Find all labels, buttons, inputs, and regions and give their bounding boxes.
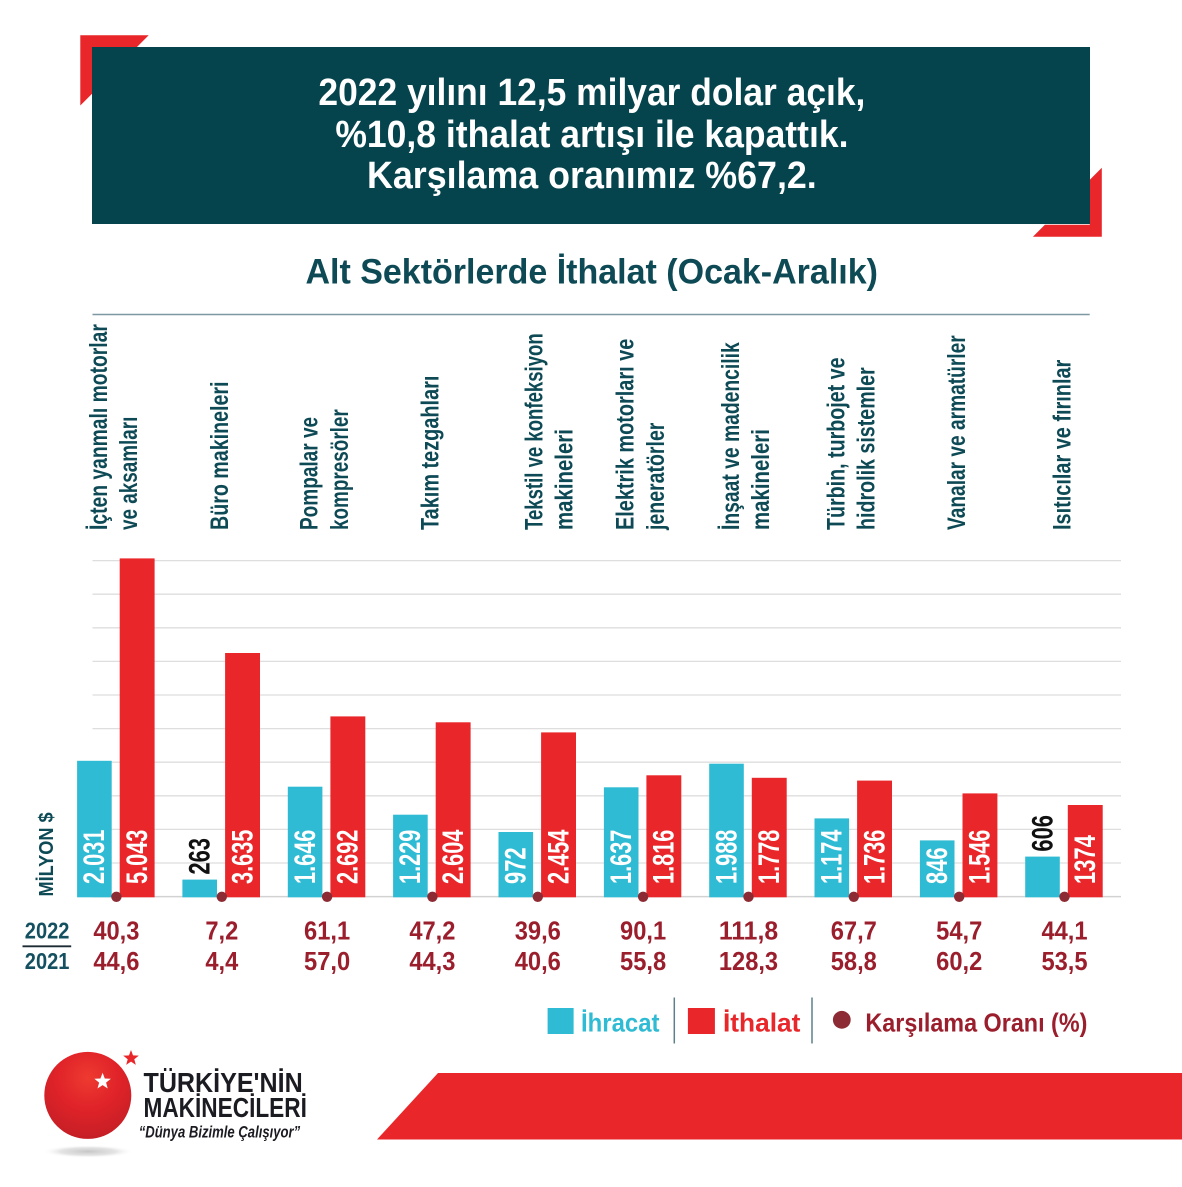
svg-text:2022 yılını 12,5 milyar dolar: 2022 yılını 12,5 milyar dolar açık,: [318, 71, 865, 114]
svg-text:1.816: 1.816: [648, 830, 681, 884]
svg-text:972: 972: [500, 847, 533, 884]
svg-text:1.778: 1.778: [753, 830, 786, 884]
svg-text:İthalat: İthalat: [723, 1008, 801, 1038]
svg-text:58,8: 58,8: [831, 946, 877, 976]
svg-text:2.692: 2.692: [332, 830, 365, 884]
svg-text:Karşılama oranımız %67,2.: Karşılama oranımız %67,2.: [367, 154, 817, 197]
svg-text:128,3: 128,3: [719, 946, 778, 976]
svg-text:makineleri: makineleri: [747, 429, 775, 530]
svg-text:1.546: 1.546: [964, 830, 997, 884]
svg-text:Takım tezgahları: Takım tezgahları: [416, 376, 444, 530]
svg-text:Büro makineleri: Büro makineleri: [206, 382, 234, 531]
svg-text:1.646: 1.646: [289, 830, 322, 884]
svg-text:53,5: 53,5: [1041, 946, 1087, 976]
svg-text:Tekstil ve konfeksiyon: Tekstil ve konfeksiyon: [520, 333, 548, 530]
svg-text:TÜRKİYE'NİN: TÜRKİYE'NİN: [144, 1067, 303, 1098]
svg-text:5.043: 5.043: [121, 830, 154, 884]
svg-text:jeneratörler: jeneratörler: [642, 422, 670, 530]
svg-text:2.031: 2.031: [78, 830, 111, 884]
svg-text:55,8: 55,8: [620, 946, 666, 976]
svg-text:MİLYON $: MİLYON $: [35, 812, 58, 896]
svg-text:2021: 2021: [25, 948, 70, 974]
svg-text:İnşaat ve madencilik: İnşaat ve madencilik: [717, 342, 745, 530]
svg-text:MAKİNECİLERİ: MAKİNECİLERİ: [144, 1092, 307, 1123]
svg-text:7,2: 7,2: [205, 915, 238, 945]
svg-text:61,1: 61,1: [304, 915, 350, 945]
svg-text:Karşılama Oranı (%): Karşılama Oranı (%): [865, 1008, 1087, 1038]
svg-text:1.229: 1.229: [394, 830, 427, 884]
svg-text:2.454: 2.454: [542, 829, 575, 884]
svg-text:1.988: 1.988: [710, 830, 743, 884]
svg-text:Elektrik motorları ve: Elektrik motorları ve: [612, 339, 640, 530]
svg-text:1374: 1374: [1069, 835, 1102, 884]
svg-text:ve aksamları: ve aksamları: [115, 417, 143, 530]
svg-text:57,0: 57,0: [304, 946, 350, 976]
svg-text:47,2: 47,2: [409, 915, 455, 945]
svg-text:846: 846: [921, 847, 954, 884]
svg-text:111,8: 111,8: [719, 915, 778, 945]
svg-text:2022: 2022: [25, 918, 70, 944]
svg-text:kompresörler: kompresörler: [326, 409, 354, 530]
svg-text:3.635: 3.635: [226, 830, 259, 884]
svg-text:40,3: 40,3: [93, 915, 139, 945]
svg-text:“Dünya Bizimle Çalışıyor”: “Dünya Bizimle Çalışıyor”: [139, 1124, 301, 1142]
svg-text:44,1: 44,1: [1041, 915, 1087, 945]
svg-text:Türbin, turbojet ve: Türbin, turbojet ve: [822, 358, 850, 531]
svg-text:1.736: 1.736: [858, 830, 891, 884]
svg-text:39,6: 39,6: [515, 915, 561, 945]
svg-text:44,6: 44,6: [93, 946, 139, 976]
svg-text:makineleri: makineleri: [551, 429, 579, 530]
svg-text:hidrolik sistemler: hidrolik sistemler: [853, 367, 881, 530]
svg-text:4,4: 4,4: [205, 946, 238, 976]
svg-text:%10,8 ithalat artışı ile kapat: %10,8 ithalat artışı ile kapattık.: [335, 113, 848, 156]
svg-text:90,1: 90,1: [620, 915, 666, 945]
svg-text:1.174: 1.174: [816, 829, 849, 884]
svg-text:54,7: 54,7: [936, 915, 982, 945]
svg-text:67,7: 67,7: [831, 915, 877, 945]
svg-text:İçten yanmalı motorlar: İçten yanmalı motorlar: [85, 324, 113, 530]
svg-text:40,6: 40,6: [515, 946, 561, 976]
svg-text:Alt Sektörlerde İthalat (Ocak-: Alt Sektörlerde İthalat (Ocak-Aralık): [305, 253, 878, 292]
svg-text:Pompalar ve: Pompalar ve: [296, 417, 324, 530]
svg-text:Vanalar ve armatürler: Vanalar ve armatürler: [943, 335, 971, 530]
svg-text:60,2: 60,2: [936, 946, 982, 976]
svg-text:İhracat: İhracat: [581, 1008, 660, 1038]
svg-text:2.604: 2.604: [437, 829, 470, 884]
svg-text:Isıtıcılar ve fırınlar: Isıtıcılar ve fırınlar: [1049, 360, 1077, 530]
svg-text:1.637: 1.637: [605, 830, 638, 884]
svg-text:263: 263: [184, 838, 217, 875]
svg-text:44,3: 44,3: [409, 946, 455, 976]
svg-text:606: 606: [1026, 815, 1059, 852]
